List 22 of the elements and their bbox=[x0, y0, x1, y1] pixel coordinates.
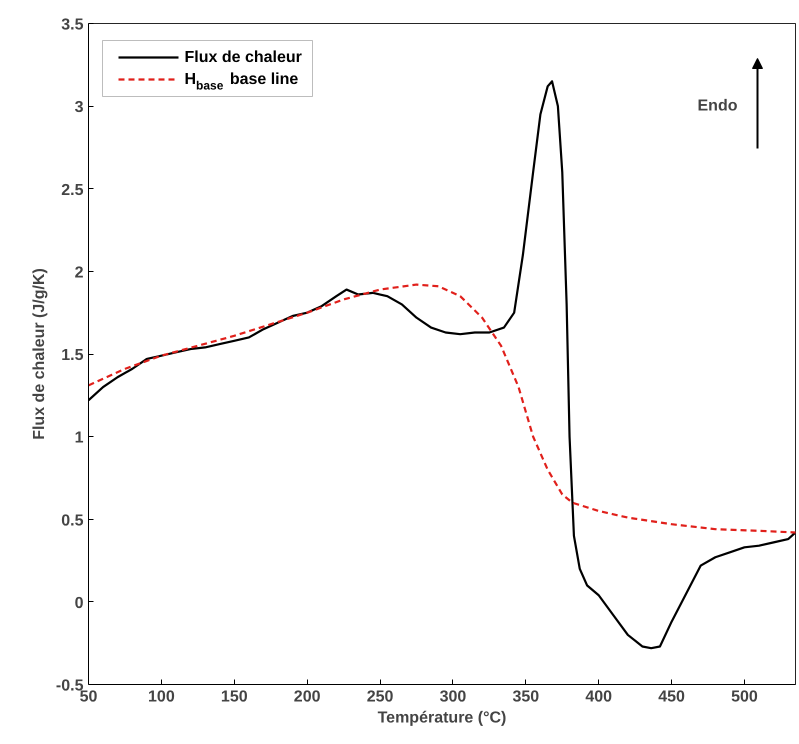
annotation: Endo bbox=[698, 98, 738, 114]
y-tick-label: 1.5 bbox=[61, 347, 84, 364]
line-series bbox=[88, 283, 796, 534]
y-tick-label: 2.5 bbox=[61, 182, 84, 199]
y-tick-label: 2 bbox=[74, 264, 84, 282]
x-tick-label: 400 bbox=[585, 688, 612, 706]
y-axis-title: Flux de chaleur (J/g/K) bbox=[30, 268, 48, 440]
x-axis-title: Température (°C) bbox=[378, 710, 506, 726]
x-tick-label: 300 bbox=[440, 688, 466, 706]
y-tick-label: 0 bbox=[74, 594, 84, 612]
legend-label: Flux de chaleur bbox=[184, 49, 302, 66]
x-tick-label: 200 bbox=[294, 688, 321, 706]
y-tick-label: 0.5 bbox=[61, 512, 84, 530]
x-tick-label: 150 bbox=[220, 688, 248, 706]
x-tick-label: 100 bbox=[148, 688, 175, 706]
x-tick-label: 350 bbox=[512, 688, 540, 706]
x-tick-label: 450 bbox=[658, 688, 686, 706]
x-tick-label: 250 bbox=[366, 688, 394, 706]
y-tick-label: 3 bbox=[74, 99, 84, 116]
y-tick-label: 1 bbox=[74, 430, 84, 447]
y-tick-label: 3.5 bbox=[61, 16, 84, 34]
x-tick-label: 500 bbox=[731, 688, 758, 706]
